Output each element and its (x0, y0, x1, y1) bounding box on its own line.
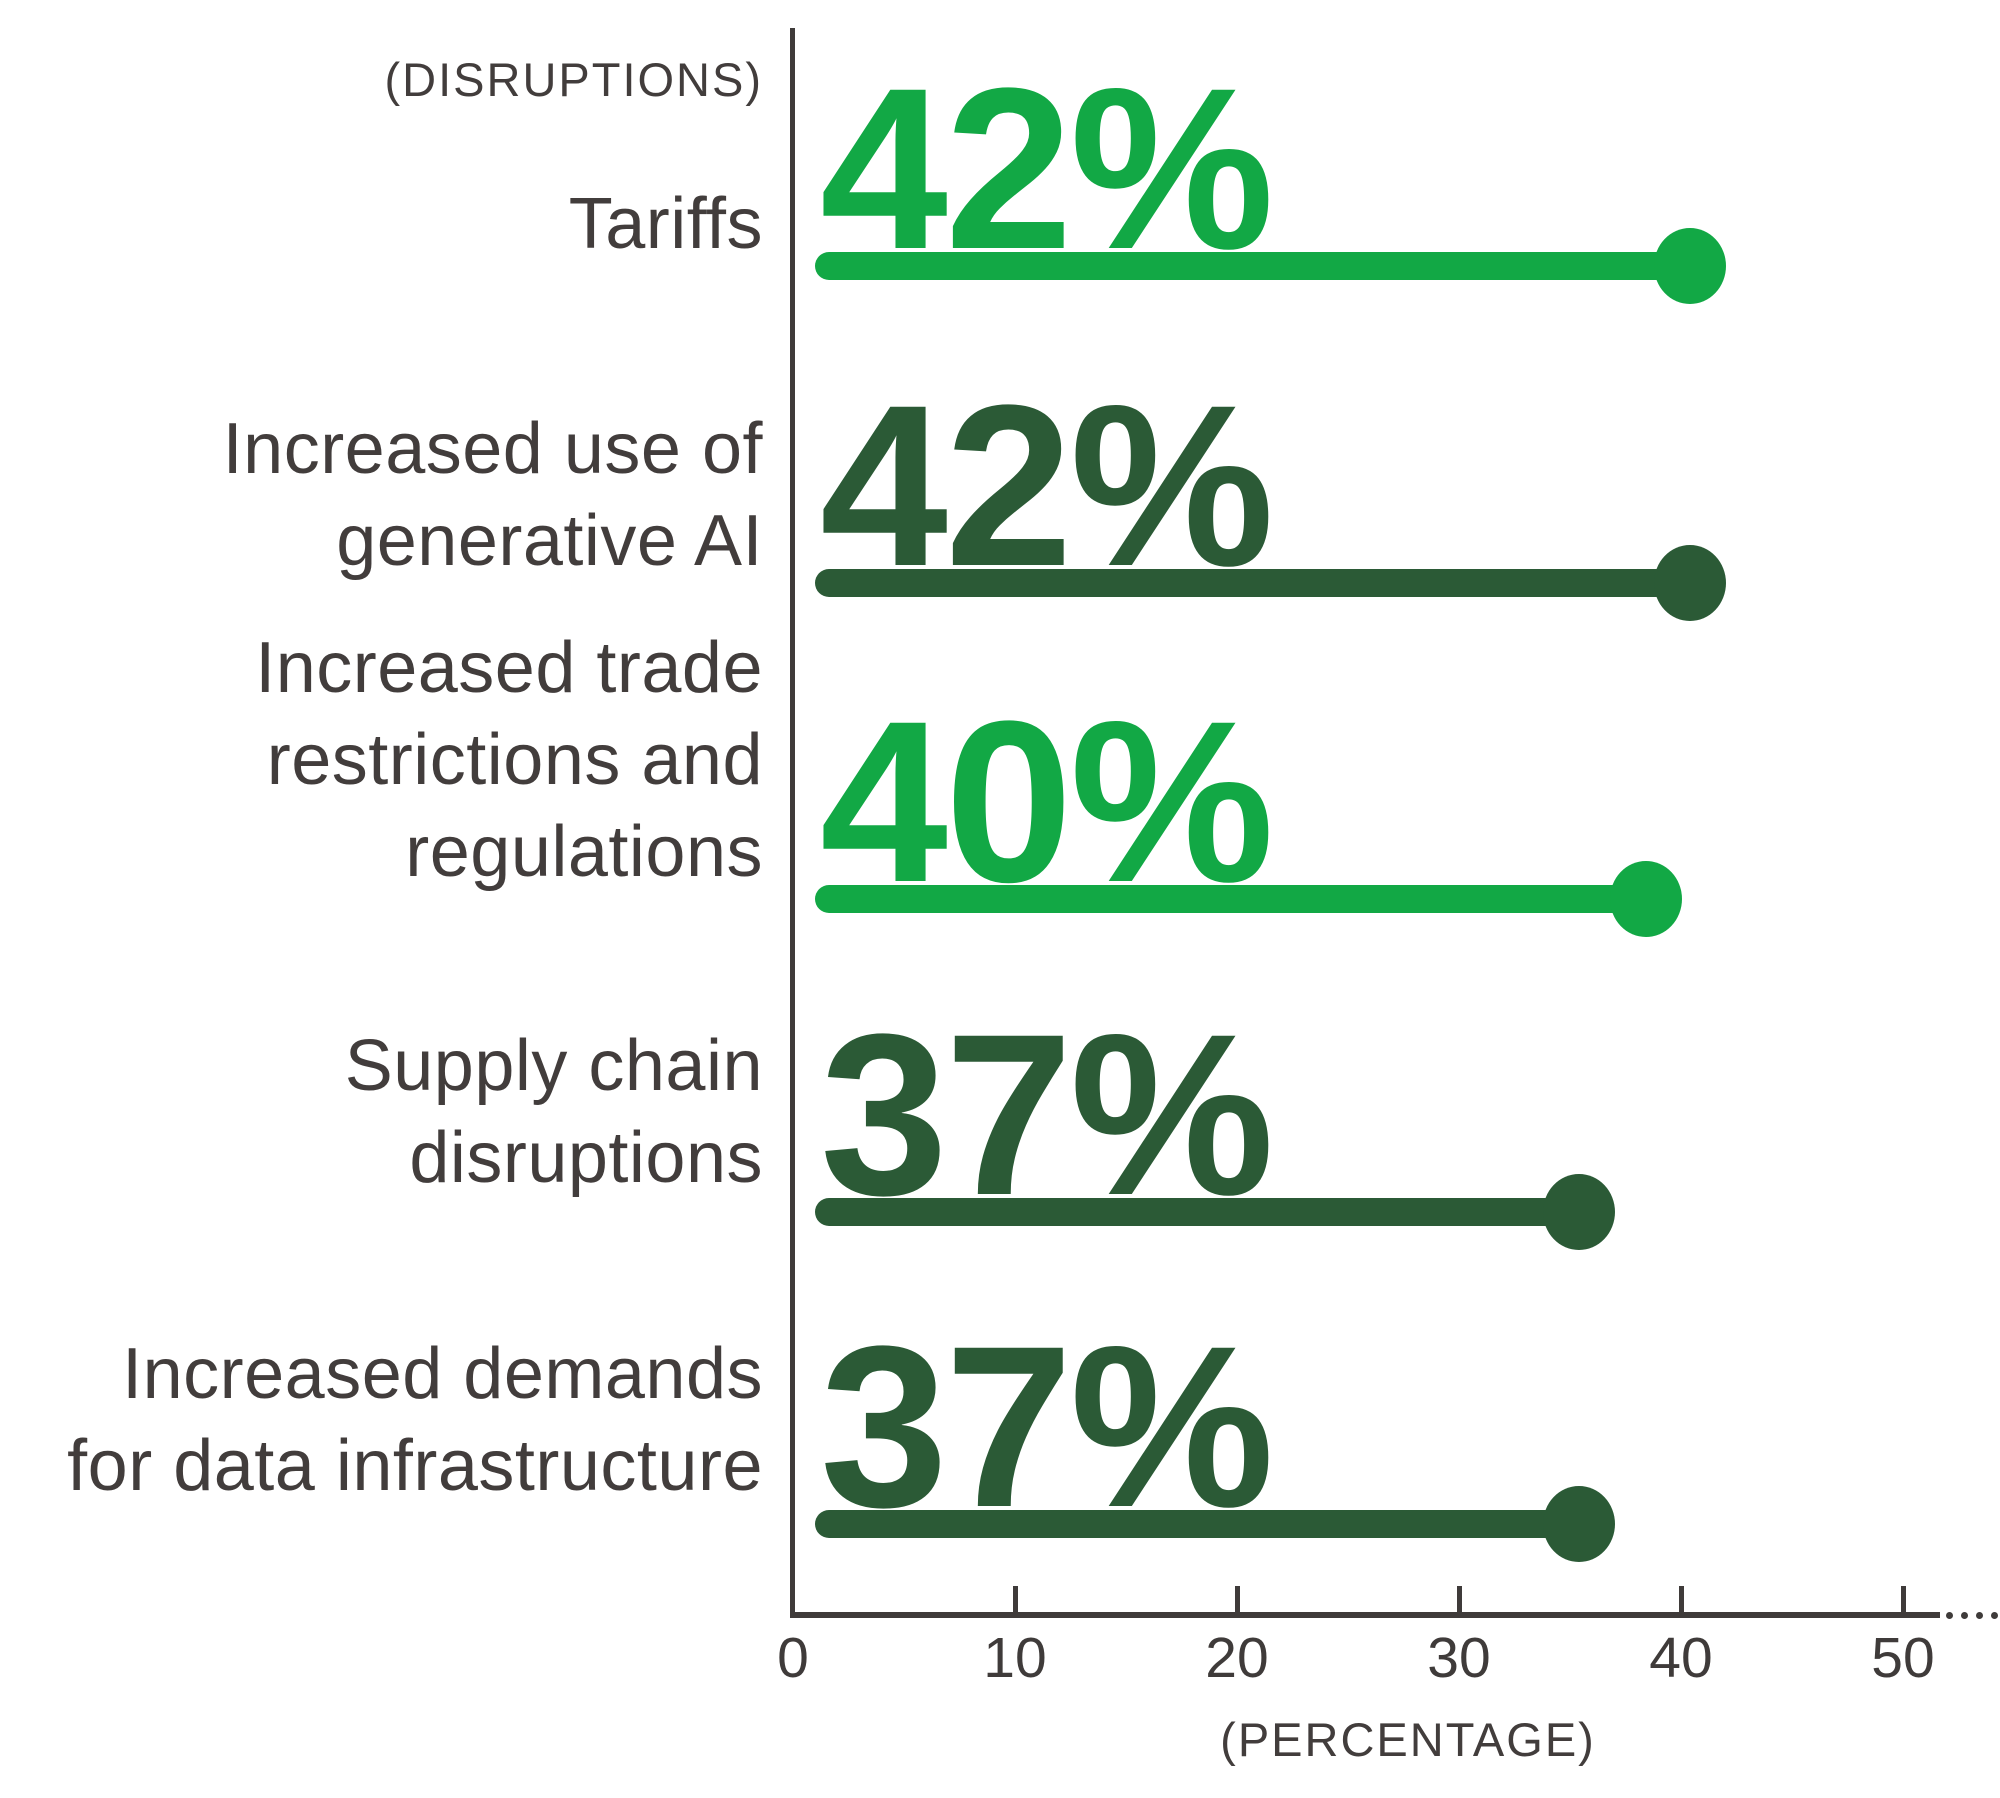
category-label-line: Increased demands (122, 1334, 763, 1414)
lollipop-stem (815, 569, 1691, 597)
category-label-line: Increased trade (255, 628, 763, 708)
category-label-line: disruptions (409, 1118, 763, 1198)
category-label: Increased use of generative AI (0, 403, 763, 587)
lollipop-stem (815, 1198, 1580, 1226)
category-label-line: for data infrastructure (67, 1426, 763, 1506)
value-label: 42% (820, 357, 1274, 614)
x-tick-label: 50 (1871, 1626, 1935, 1690)
x-tick-mark (1901, 1586, 1906, 1612)
lollipop-stem (815, 1510, 1580, 1538)
category-label-line: generative AI (336, 501, 763, 581)
value-label: 37% (820, 1298, 1274, 1555)
axis-extension-dot (1946, 1612, 1953, 1619)
x-tick-label: 0 (777, 1626, 809, 1690)
category-label: Supply chain disruptions (0, 1020, 763, 1204)
lollipop-dot (1654, 545, 1727, 621)
category-label-line: Increased use of (222, 409, 763, 489)
x-tick-label: 10 (983, 1626, 1047, 1690)
lollipop-stem (815, 885, 1646, 913)
y-axis-title: (DISRUPTIONS) (384, 53, 763, 106)
value-label: 42% (820, 40, 1274, 297)
category-label: Increased trade restrictions and regulatio… (0, 622, 763, 898)
y-axis-line (790, 28, 795, 1618)
x-tick-mark (1457, 1586, 1462, 1612)
x-tick-label: 20 (1205, 1626, 1269, 1690)
lollipop-dot (1654, 228, 1727, 304)
axis-extension-dot (1991, 1612, 1998, 1619)
category-label-line: restrictions and (266, 720, 763, 800)
value-label: 37% (820, 986, 1274, 1243)
category-label-line: Tariffs (568, 184, 763, 264)
lollipop-dot (1543, 1486, 1616, 1562)
lollipop-dot (1610, 861, 1682, 937)
lollipop-dot (1543, 1174, 1616, 1250)
axis-extension-dot (1961, 1612, 1968, 1619)
lollipop-stem (815, 252, 1691, 280)
axis-extension-dot (1976, 1612, 1983, 1619)
x-tick-label: 30 (1427, 1626, 1491, 1690)
category-label-line: Supply chain (344, 1026, 763, 1106)
category-label: Increased demands for data infrastructure (0, 1328, 763, 1512)
value-label: 40% (820, 673, 1274, 930)
x-tick-mark (1235, 1586, 1240, 1612)
category-label-line: regulations (405, 812, 763, 892)
x-tick-label: 40 (1649, 1626, 1713, 1690)
x-tick-mark (1679, 1586, 1684, 1612)
x-axis-line (790, 1612, 1940, 1618)
category-label: Tariffs (0, 178, 763, 270)
x-axis-title: (PERCENTAGE) (1220, 1713, 1596, 1766)
x-tick-mark (1013, 1586, 1018, 1612)
